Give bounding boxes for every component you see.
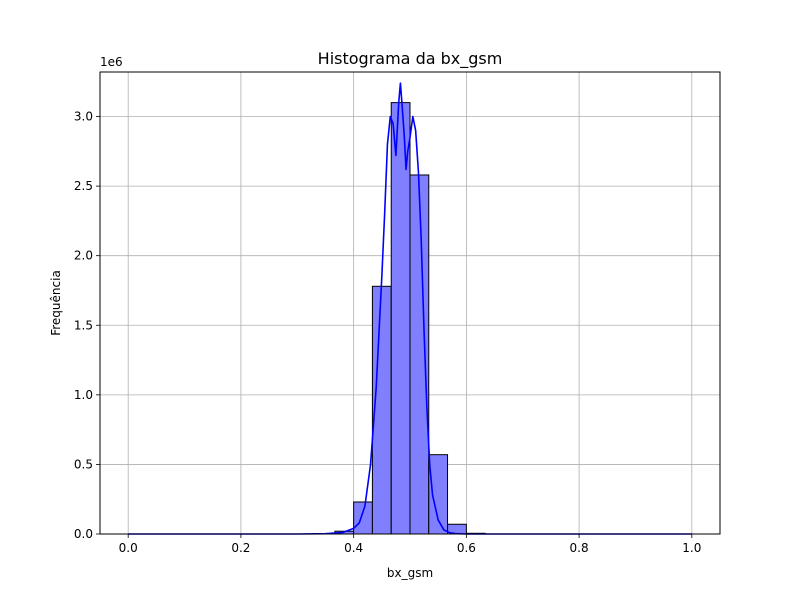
x-axis-ticks: 0.0 0.2 0.4 0.6 0.8 1.0 — [119, 534, 701, 555]
kde-line — [128, 82, 692, 535]
y-tick-label: 0.0 — [74, 527, 93, 541]
y-axis-ticks: 0.0 0.5 1.0 1.5 2.0 2.5 3.0 — [74, 110, 100, 541]
y-offset-label: 1e6 — [100, 55, 123, 69]
y-tick-label: 2.5 — [74, 179, 93, 193]
y-tick-label: 3.0 — [74, 110, 93, 124]
histogram-bar — [353, 501, 373, 535]
chart-title: Histograma da bx_gsm — [318, 49, 503, 69]
y-axis-label: Frequência — [49, 270, 63, 336]
x-tick-label: 0.2 — [231, 541, 250, 555]
histogram-bar — [428, 454, 449, 535]
x-axis-label: bx_gsm — [387, 566, 433, 580]
histogram-bar — [409, 174, 430, 535]
x-tick-label: 0.8 — [570, 541, 589, 555]
x-tick-label: 1.0 — [682, 541, 701, 555]
x-tick-label: 0.4 — [344, 541, 363, 555]
histogram-bar — [390, 102, 411, 535]
x-tick-label: 0.6 — [457, 541, 476, 555]
y-tick-label: 1.0 — [74, 388, 93, 402]
kde-curve-layer — [128, 82, 692, 535]
y-tick-label: 0.5 — [74, 457, 93, 471]
x-tick-label: 0.0 — [119, 541, 138, 555]
y-tick-label: 1.5 — [74, 318, 93, 332]
histogram-bars — [315, 102, 486, 535]
y-tick-label: 2.0 — [74, 249, 93, 263]
axes-frame — [99, 71, 721, 535]
